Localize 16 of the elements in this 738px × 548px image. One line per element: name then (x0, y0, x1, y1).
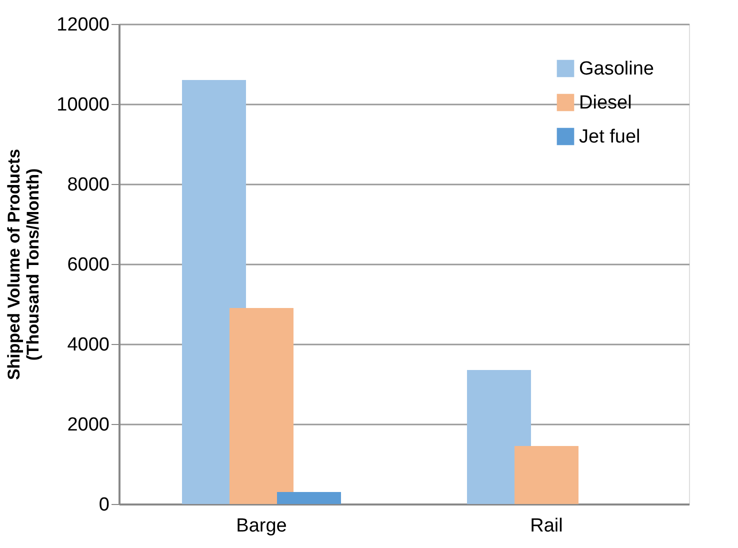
x-tick-label: Rail (530, 516, 563, 536)
legend-label: Gasoline (579, 58, 654, 80)
legend-label: Diesel (579, 92, 632, 114)
bar (277, 492, 341, 504)
y-tick-label: 10000 (56, 94, 110, 116)
y-tick-label: 6000 (67, 254, 110, 276)
y-tick-label: 2000 (67, 414, 110, 436)
y-tick-label: 12000 (56, 14, 110, 36)
y-tick-label: 0 (98, 494, 110, 516)
y-tick-label: 8000 (67, 174, 110, 196)
legend-label: Jet fuel (579, 126, 640, 148)
bar (514, 446, 578, 504)
bar (230, 308, 294, 504)
y-axis-title: Shipped Volume of Products (Thousand Tons/Month) (4, 148, 43, 380)
x-tick-label: Barge (236, 516, 287, 536)
y-tick-label: 4000 (67, 334, 110, 356)
